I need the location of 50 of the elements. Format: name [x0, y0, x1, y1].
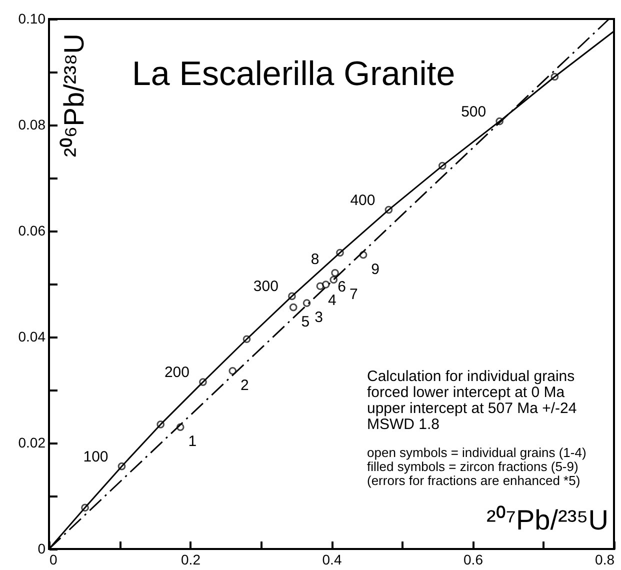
point: [331, 268, 339, 277]
point: [199, 378, 207, 386]
point: [438, 162, 446, 170]
annotation: 7: [349, 286, 358, 303]
x-tick-label: 0.8: [595, 552, 615, 568]
x-tick-label: 0.6: [464, 552, 484, 568]
y-tick-label: 0.04: [18, 328, 46, 344]
point: [118, 462, 126, 470]
point: [289, 303, 298, 312]
annotation: 400: [350, 192, 376, 209]
point: [336, 248, 344, 257]
point: [228, 367, 237, 375]
annotation: 8: [310, 250, 320, 268]
point: [550, 72, 559, 81]
point: [496, 117, 504, 126]
point: [384, 206, 393, 214]
annotation: 6: [338, 278, 346, 296]
annotation: 300: [253, 278, 278, 296]
point: [302, 299, 311, 307]
y-axis-title: ²⁰⁶Pb/²³⁸U: [58, 34, 90, 158]
annotation: open symbols = individual grains (1-4) filled symbols = zircon fractions (5-9) (errors for fractions are enhanced *5): [367, 445, 586, 488]
x-tick-label: 0.2: [181, 552, 201, 568]
y-tick-label: 0.02: [18, 434, 46, 450]
point: [330, 276, 338, 284]
point: [242, 335, 251, 344]
annotation: Calculation for individual grains forced lower intercept at 0 Ma upper intercept at 507 Ma +/-24 MSWD 1.8: [367, 368, 577, 433]
point: [322, 280, 330, 288]
point: [81, 504, 89, 512]
annotation: 3: [314, 309, 323, 326]
annotation: 1: [188, 433, 197, 450]
point: [176, 423, 184, 432]
annotation: 5: [301, 313, 310, 330]
point: [316, 282, 324, 290]
text: La Escalerilla Granite: [132, 55, 456, 93]
point: [359, 250, 368, 259]
x-axis-title: ²⁰⁷Pb/²³⁵U: [486, 504, 608, 536]
annotation: 4: [328, 292, 336, 310]
annotation: 2: [240, 376, 249, 394]
point: [288, 292, 296, 300]
point: [156, 420, 164, 428]
y-tick-label: 0.06: [18, 222, 46, 238]
y-tick-label: 0: [38, 540, 46, 556]
x-tick-label: 0.4: [322, 552, 342, 568]
y-tick-label: 0.10: [18, 10, 46, 26]
annotation: 200: [164, 364, 190, 382]
y-tick-label: 0.08: [18, 116, 46, 132]
annotation: 500: [461, 103, 486, 120]
annotation: 100: [83, 448, 108, 466]
annotation: 9: [371, 260, 380, 278]
x-tick-label: 0: [50, 552, 58, 568]
